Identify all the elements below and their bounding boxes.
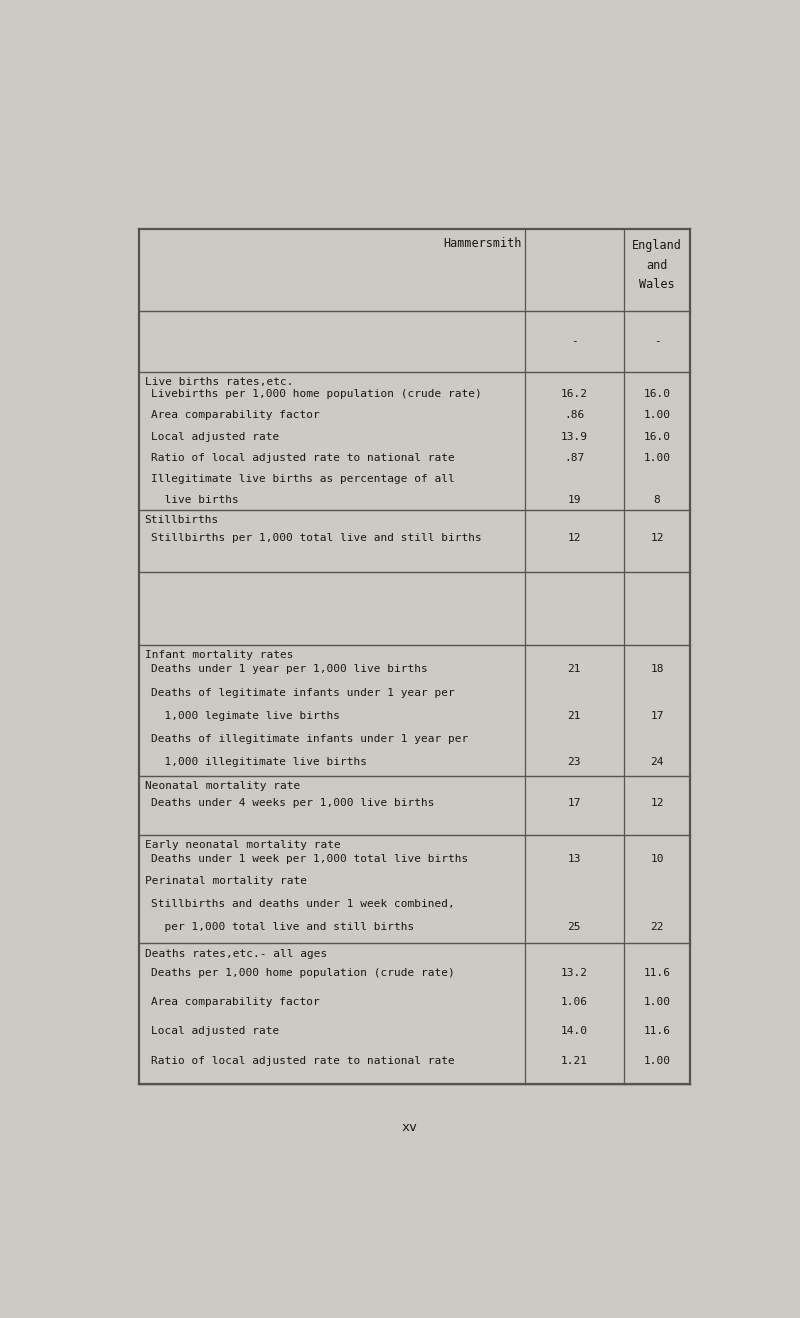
Text: 11.6: 11.6 (643, 1027, 670, 1036)
Text: 21: 21 (567, 664, 581, 675)
Text: 1.06: 1.06 (561, 996, 588, 1007)
Text: Live births rates,etc.: Live births rates,etc. (145, 377, 293, 387)
Text: 13.9: 13.9 (561, 431, 588, 442)
Text: Ratio of local adjusted rate to national rate: Ratio of local adjusted rate to national… (151, 1056, 455, 1066)
Text: 1.00: 1.00 (643, 453, 670, 463)
Text: 22: 22 (650, 921, 664, 932)
Text: Deaths under 4 weeks per 1,000 live births: Deaths under 4 weeks per 1,000 live birt… (151, 799, 435, 808)
Text: 13.2: 13.2 (561, 967, 588, 978)
Text: 16.0: 16.0 (643, 389, 670, 399)
Text: 12: 12 (650, 799, 664, 808)
Text: -: - (571, 336, 578, 347)
Text: 1,000 illegitimate live births: 1,000 illegitimate live births (151, 757, 367, 767)
Text: 13: 13 (567, 854, 581, 863)
Text: 12: 12 (650, 534, 664, 543)
Text: 12: 12 (567, 534, 581, 543)
Text: and: and (646, 258, 668, 272)
Text: Area comparability factor: Area comparability factor (151, 996, 320, 1007)
Text: Livebirths per 1,000 home population (crude rate): Livebirths per 1,000 home population (cr… (151, 389, 482, 399)
Text: Local adjusted rate: Local adjusted rate (151, 431, 280, 442)
Text: Perinatal mortality rate: Perinatal mortality rate (145, 876, 306, 886)
Text: 16.2: 16.2 (561, 389, 588, 399)
Text: Stillbirths and deaths under 1 week combined,: Stillbirths and deaths under 1 week comb… (151, 899, 455, 909)
Text: Deaths per 1,000 home population (crude rate): Deaths per 1,000 home population (crude … (151, 967, 455, 978)
Text: 23: 23 (567, 757, 581, 767)
Text: .87: .87 (564, 453, 585, 463)
Text: xv: xv (402, 1120, 418, 1133)
Text: Wales: Wales (639, 278, 675, 291)
Bar (139, 229, 690, 1083)
Text: 19: 19 (567, 496, 581, 505)
Text: 18: 18 (650, 664, 664, 675)
Text: Deaths under 1 year per 1,000 live births: Deaths under 1 year per 1,000 live birth… (151, 664, 428, 675)
Text: Deaths under 1 week per 1,000 total live births: Deaths under 1 week per 1,000 total live… (151, 854, 469, 863)
Text: -: - (654, 336, 661, 347)
Text: Stillbirths per 1,000 total live and still births: Stillbirths per 1,000 total live and sti… (151, 534, 482, 543)
Text: 24: 24 (650, 757, 664, 767)
Text: Infant mortality rates: Infant mortality rates (145, 650, 293, 660)
Text: 25: 25 (567, 921, 581, 932)
Text: Hammersmith: Hammersmith (443, 237, 522, 250)
Text: 1.21: 1.21 (561, 1056, 588, 1066)
Text: Illegitimate live births as percentage of all: Illegitimate live births as percentage o… (151, 474, 455, 484)
Text: Ratio of local adjusted rate to national rate: Ratio of local adjusted rate to national… (151, 453, 455, 463)
Text: Neonatal mortality rate: Neonatal mortality rate (145, 782, 300, 791)
Text: live births: live births (151, 496, 239, 505)
Text: 1,000 legimate live births: 1,000 legimate live births (151, 710, 341, 721)
Text: England: England (632, 240, 682, 252)
Text: 17: 17 (567, 799, 581, 808)
Text: 10: 10 (650, 854, 664, 863)
Text: 8: 8 (654, 496, 661, 505)
Text: Deaths of illegitimate infants under 1 year per: Deaths of illegitimate infants under 1 y… (151, 734, 469, 743)
Text: 1.00: 1.00 (643, 1056, 670, 1066)
Text: Deaths of legitimate infants under 1 year per: Deaths of legitimate infants under 1 yea… (151, 688, 455, 697)
Text: 14.0: 14.0 (561, 1027, 588, 1036)
Text: .86: .86 (564, 410, 585, 420)
Text: 1.00: 1.00 (643, 410, 670, 420)
Text: 17: 17 (650, 710, 664, 721)
Text: 16.0: 16.0 (643, 431, 670, 442)
Text: 11.6: 11.6 (643, 967, 670, 978)
Text: Local adjusted rate: Local adjusted rate (151, 1027, 280, 1036)
Text: Area comparability factor: Area comparability factor (151, 410, 320, 420)
Text: 1.00: 1.00 (643, 996, 670, 1007)
Text: per 1,000 total live and still births: per 1,000 total live and still births (151, 921, 414, 932)
Text: Early neonatal mortality rate: Early neonatal mortality rate (145, 840, 340, 850)
Text: 21: 21 (567, 710, 581, 721)
Text: Stillbirths: Stillbirths (145, 515, 219, 525)
Text: Deaths rates,etc.- all ages: Deaths rates,etc.- all ages (145, 949, 327, 958)
